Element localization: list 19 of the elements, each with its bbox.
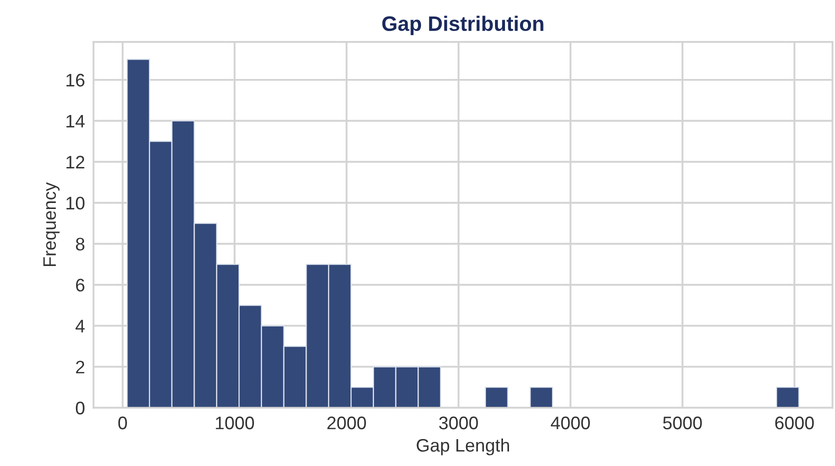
x-tick-label: 4000 [550,416,590,430]
x-tick-label: 2000 [327,416,366,430]
x-tick-label: 3000 [439,416,478,430]
y-tick-label: 12 [66,156,84,168]
y-tick-label: 4 [76,320,85,332]
y-tick-label: 2 [76,360,84,374]
y-tick-label: 8 [76,238,84,251]
y-tick-label: 10 [66,196,84,210]
y-tick-label: 0 [76,402,84,414]
x-tick-label: 5000 [663,416,702,430]
x-tick-label: 6000 [775,416,814,430]
y-tick-label: 14 [66,114,85,128]
y-axis-title: Frequency [43,182,60,266]
x-axis-title: Gap Length [416,438,510,456]
chart-title: Gap Distribution [382,16,544,36]
x-tick-label: 0 [118,416,127,430]
y-tick-label: 6 [76,278,84,292]
y-tick-label: 16 [66,74,84,87]
x-tick-label: 1000 [216,416,254,430]
